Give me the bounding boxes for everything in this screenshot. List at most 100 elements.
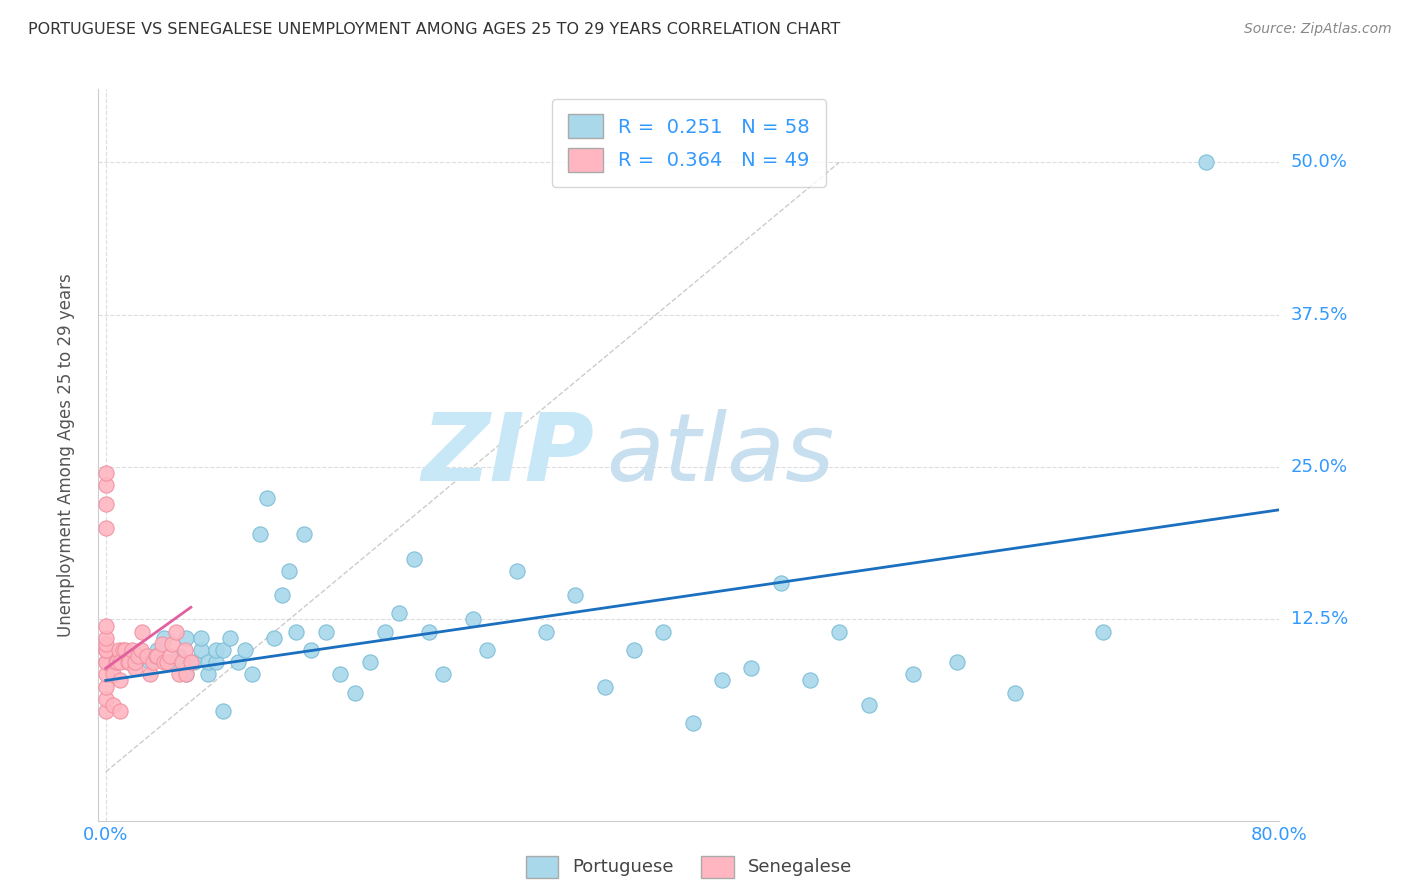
Point	[769, 576, 792, 591]
Text: PORTUGUESE VS SENEGALESE UNEMPLOYMENT AMONG AGES 25 TO 29 YEARS CORRELATION CHAR: PORTUGUESE VS SENEGALESE UNEMPLOYMENT AM…	[28, 22, 841, 37]
Point	[159, 649, 181, 664]
Point	[139, 655, 162, 669]
Point	[153, 631, 176, 645]
Point	[167, 649, 190, 664]
Point	[710, 673, 733, 688]
Point	[799, 673, 821, 688]
Point	[94, 478, 117, 492]
Point	[135, 649, 157, 664]
Point	[263, 631, 285, 645]
Y-axis label: Unemployment Among Ages 25 to 29 years: Unemployment Among Ages 25 to 29 years	[56, 273, 75, 637]
Point	[170, 655, 193, 669]
Point	[94, 467, 117, 481]
Point	[1092, 624, 1115, 639]
Point	[278, 564, 301, 578]
Point	[1004, 686, 1026, 700]
Text: atlas: atlas	[606, 409, 835, 500]
Text: 25.0%: 25.0%	[1291, 458, 1348, 476]
Point	[139, 667, 162, 681]
Point	[432, 667, 454, 681]
Point	[101, 667, 124, 681]
Point	[402, 551, 425, 566]
Point	[146, 649, 169, 664]
Point	[94, 655, 117, 669]
Point	[652, 624, 675, 639]
Point	[94, 521, 117, 535]
Text: ZIP: ZIP	[422, 409, 595, 501]
Point	[226, 655, 249, 669]
Point	[204, 643, 226, 657]
Point	[160, 655, 183, 669]
Point	[107, 655, 129, 669]
Point	[285, 624, 308, 639]
Point	[388, 607, 411, 621]
Point	[233, 643, 256, 657]
Point	[94, 643, 117, 657]
Point	[94, 704, 117, 718]
Point	[101, 698, 124, 712]
Point	[249, 527, 271, 541]
Point	[153, 655, 176, 669]
Point	[901, 667, 924, 681]
Point	[505, 564, 527, 578]
Point	[94, 497, 117, 511]
Point	[828, 624, 851, 639]
Point	[359, 655, 381, 669]
Point	[299, 643, 322, 657]
Point	[94, 691, 117, 706]
Point	[150, 637, 173, 651]
Point	[256, 491, 278, 505]
Point	[190, 643, 212, 657]
Text: 12.5%: 12.5%	[1291, 610, 1348, 629]
Point	[197, 667, 219, 681]
Point	[219, 631, 242, 645]
Text: Source: ZipAtlas.com: Source: ZipAtlas.com	[1244, 22, 1392, 37]
Point	[94, 655, 117, 669]
Point	[242, 667, 264, 681]
Point	[373, 624, 395, 639]
Point	[461, 613, 484, 627]
Point	[110, 655, 132, 669]
Point	[180, 655, 202, 669]
Point	[105, 655, 128, 669]
Point	[118, 655, 141, 669]
Point	[124, 655, 146, 669]
Point	[145, 649, 167, 664]
Point	[129, 643, 152, 657]
Point	[477, 643, 499, 657]
Point	[183, 655, 205, 669]
Point	[131, 624, 153, 639]
Text: 50.0%: 50.0%	[1291, 153, 1347, 171]
Point	[94, 631, 117, 645]
Point	[270, 588, 292, 602]
Point	[127, 649, 149, 664]
Point	[682, 716, 704, 731]
Point	[124, 661, 146, 675]
Point	[176, 667, 198, 681]
Point	[108, 643, 131, 657]
Point	[94, 680, 117, 694]
Point	[142, 655, 165, 669]
Point	[593, 680, 616, 694]
Point	[212, 643, 235, 657]
Point	[174, 643, 197, 657]
Point	[165, 624, 187, 639]
Point	[329, 667, 352, 681]
Point	[204, 655, 226, 669]
Point	[1195, 155, 1218, 169]
Point	[94, 637, 117, 651]
Point	[564, 588, 586, 602]
Point	[292, 527, 315, 541]
Point	[197, 655, 219, 669]
Text: 37.5%: 37.5%	[1291, 306, 1348, 324]
Point	[315, 624, 337, 639]
Point	[858, 698, 880, 712]
Point	[121, 643, 143, 657]
Point	[945, 655, 967, 669]
Point	[623, 643, 645, 657]
Point	[110, 704, 132, 718]
Point	[114, 643, 136, 657]
Point	[124, 655, 146, 669]
Point	[112, 643, 135, 657]
Point	[740, 661, 762, 675]
